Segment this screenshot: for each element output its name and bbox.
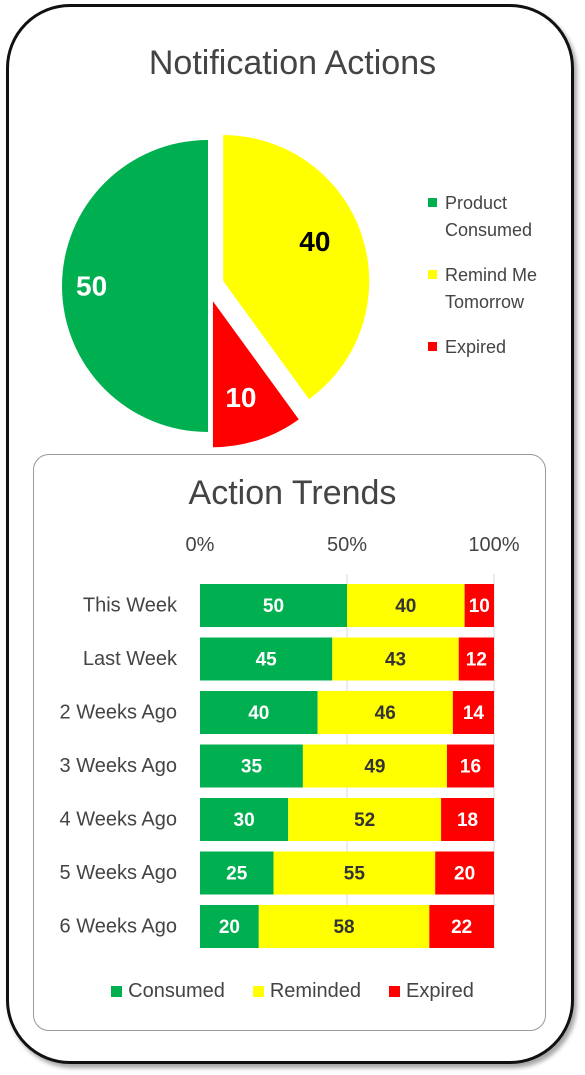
bar-data-label: 22 <box>451 917 472 938</box>
x-tick-label: 0% <box>186 534 215 556</box>
x-tick-label: 50% <box>327 534 367 556</box>
bar-segment-consumed <box>200 798 289 841</box>
bar-data-label: 16 <box>460 757 481 778</box>
bar-chart-title: Action Trends <box>188 474 397 512</box>
bar-segment-reminded <box>317 691 453 734</box>
legend-swatch <box>252 986 264 997</box>
bar-data-label: 10 <box>469 596 490 617</box>
legend-swatch <box>428 198 437 207</box>
legend-swatch <box>111 986 123 997</box>
bar-data-label: 52 <box>354 810 375 831</box>
pie-slice-expired <box>212 301 299 448</box>
bar-data-label: 20 <box>454 864 475 885</box>
bar-data-label: 58 <box>333 917 354 938</box>
pie-chart-legend: Product Consumed Remind Me Tomorrow Expire… <box>428 190 578 379</box>
category-label: 4 Weeks Ago <box>60 809 177 831</box>
legend-label: Consumed <box>128 980 225 1002</box>
bar-data-label: 12 <box>466 650 487 671</box>
category-label: 3 Weeks Ago <box>60 755 177 777</box>
bar-segment-expired <box>441 798 494 841</box>
category-label: 5 Weeks Ago <box>60 862 177 884</box>
bar-segment-expired <box>458 637 494 681</box>
bar-segment-expired <box>446 744 494 788</box>
category-label: This Week <box>83 595 178 617</box>
bar-data-label: 43 <box>385 650 406 671</box>
pie-legend-item: Product Consumed <box>428 190 578 244</box>
bar-data-label: 40 <box>395 596 416 617</box>
bar-data-label: 35 <box>241 757 263 778</box>
bar-chart-legend: Consumed Reminded Expired <box>0 980 585 1003</box>
legend-label: Expired <box>445 337 507 357</box>
bar-segment-expired <box>464 584 494 627</box>
pie-slice-product-consumed <box>62 140 208 432</box>
pie-slice-remind-me-tomorrow <box>223 135 370 400</box>
x-tick-label: 100% <box>468 534 519 556</box>
bar-data-label: 45 <box>256 650 278 671</box>
pie-data-label: 50 <box>76 271 107 302</box>
pie-data-label: 40 <box>299 226 330 257</box>
bar-data-label: 50 <box>263 596 284 617</box>
bar-segment-reminded <box>258 905 430 948</box>
bar-segment-consumed <box>200 584 347 627</box>
legend-swatch <box>428 342 437 351</box>
bar-segment-reminded <box>302 744 447 788</box>
category-label: 2 Weeks Ago <box>60 702 177 724</box>
bar-segment-reminded <box>347 584 465 627</box>
bar-segment-reminded <box>332 637 459 681</box>
bar-data-label: 55 <box>344 864 366 885</box>
pie-legend-item: Expired <box>428 334 578 361</box>
pie-chart: 40 10 50 <box>62 135 370 448</box>
bar-segment-consumed <box>200 691 318 734</box>
bar-segment-reminded <box>288 798 442 841</box>
bar-segment-consumed <box>200 744 303 788</box>
bar-segment-consumed <box>200 851 274 895</box>
legend-label: Product Consumed <box>445 193 533 240</box>
pie-data-label: 10 <box>225 382 256 413</box>
legend-label: Expired <box>406 980 474 1002</box>
bar-segment-expired <box>429 905 494 948</box>
bar-legend-item: Consumed <box>111 980 225 1003</box>
legend-swatch <box>389 986 401 997</box>
bar-segment-expired <box>435 851 494 895</box>
category-label: 6 Weeks Ago <box>60 916 177 938</box>
bar-legend-item: Reminded <box>252 980 362 1003</box>
bar-data-label: 46 <box>375 703 396 724</box>
pie-chart-title: Notification Actions <box>148 44 437 82</box>
bar-data-label: 25 <box>226 864 248 885</box>
bar-data-label: 40 <box>248 703 269 724</box>
bar-data-label: 49 <box>364 757 385 778</box>
bar-data-label: 14 <box>463 703 485 724</box>
bar-segment-expired <box>452 691 494 734</box>
pie-legend-item: Remind Me Tomorrow <box>428 262 578 316</box>
category-label: Last Week <box>83 648 178 670</box>
legend-swatch <box>428 270 437 279</box>
bar-segment-consumed <box>200 905 259 948</box>
bar-data-label: 20 <box>219 917 240 938</box>
bar-data-label: 30 <box>234 810 255 831</box>
bar-data-label: 18 <box>457 810 478 831</box>
bar-legend-item: Expired <box>389 980 474 1003</box>
bar-segment-reminded <box>273 851 436 895</box>
bar-segment-consumed <box>200 637 333 681</box>
legend-label: Reminded <box>269 980 362 1002</box>
legend-label: Remind Me Tomorrow <box>445 265 538 312</box>
